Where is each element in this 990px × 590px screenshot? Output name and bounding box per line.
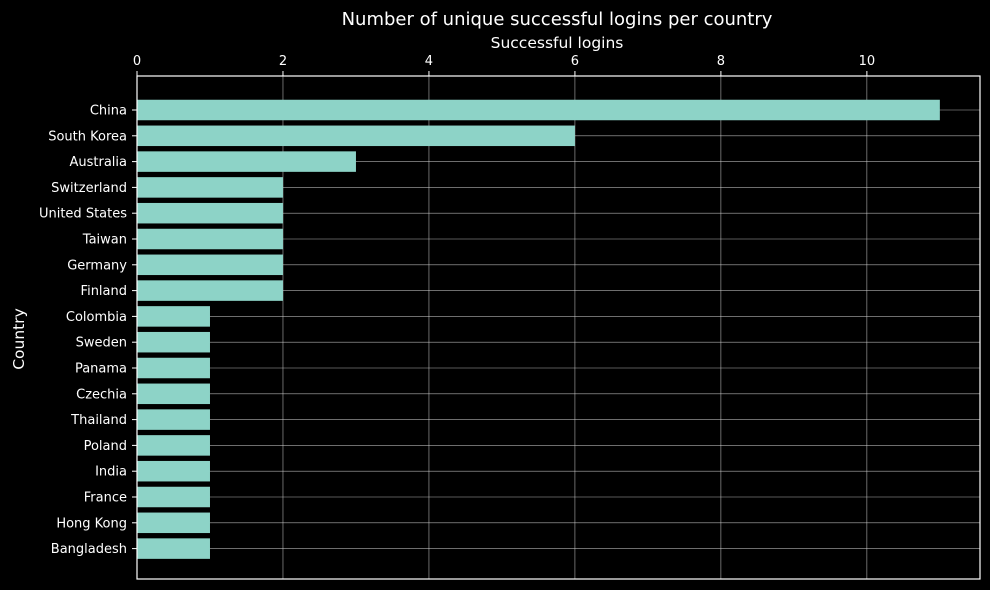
y-tick-label: Colombia [66, 310, 127, 325]
x-tick-label: 2 [279, 54, 287, 69]
y-axis-ticks: China South Korea Australia Switzerland Unit… [39, 104, 137, 557]
bar [137, 409, 210, 430]
y-tick-label: Czechia [76, 387, 127, 402]
y-tick-label: Poland [84, 439, 127, 454]
y-tick-label: South Korea [48, 129, 127, 144]
bar [137, 99, 940, 121]
bar [137, 202, 283, 224]
y-tick-label: France [84, 491, 127, 506]
plot-frame [136, 75, 981, 580]
bar [137, 460, 210, 482]
y-axis-label: Country [10, 308, 28, 370]
y-tick-label: Germany [67, 258, 127, 273]
bar [137, 280, 283, 301]
bar [137, 177, 283, 198]
bar [137, 538, 210, 559]
y-tick-label: Taiwan [82, 233, 127, 248]
bar [137, 357, 210, 379]
y-tick-label: Australia [69, 155, 127, 170]
x-axis-ticks: 0 2 4 6 8 10 [133, 54, 875, 76]
x-tick-label: 4 [425, 54, 433, 69]
y-tick-label: Switzerland [51, 181, 127, 196]
x-tick-label: 10 [859, 54, 876, 69]
bar [137, 512, 210, 534]
x-tick-label: 0 [133, 54, 141, 69]
y-tick-label: Hong Kong [56, 516, 127, 531]
chart-title: Number of unique successful logins per c… [342, 9, 773, 30]
x-tick-label: 6 [571, 54, 579, 69]
y-tick-label: United States [39, 207, 127, 222]
y-tick-label: Thailand [70, 413, 127, 428]
y-tick-label: Finland [81, 284, 127, 299]
y-tick-label: Sweden [76, 336, 127, 351]
bar [137, 306, 210, 327]
x-axis-label: Successful logins [491, 34, 624, 52]
y-tick-label: Bangladesh [51, 542, 127, 557]
y-tick-label: China [90, 104, 127, 119]
bar [137, 125, 575, 147]
bar [137, 228, 283, 250]
y-tick-label: India [95, 465, 127, 480]
bar [137, 435, 210, 456]
x-tick-label: 8 [717, 54, 725, 69]
bar [137, 151, 356, 172]
bar [137, 254, 283, 276]
bar [137, 331, 210, 353]
bars [137, 99, 940, 559]
y-tick-label: Panama [75, 362, 127, 377]
bar [137, 486, 210, 508]
bar [137, 383, 210, 405]
